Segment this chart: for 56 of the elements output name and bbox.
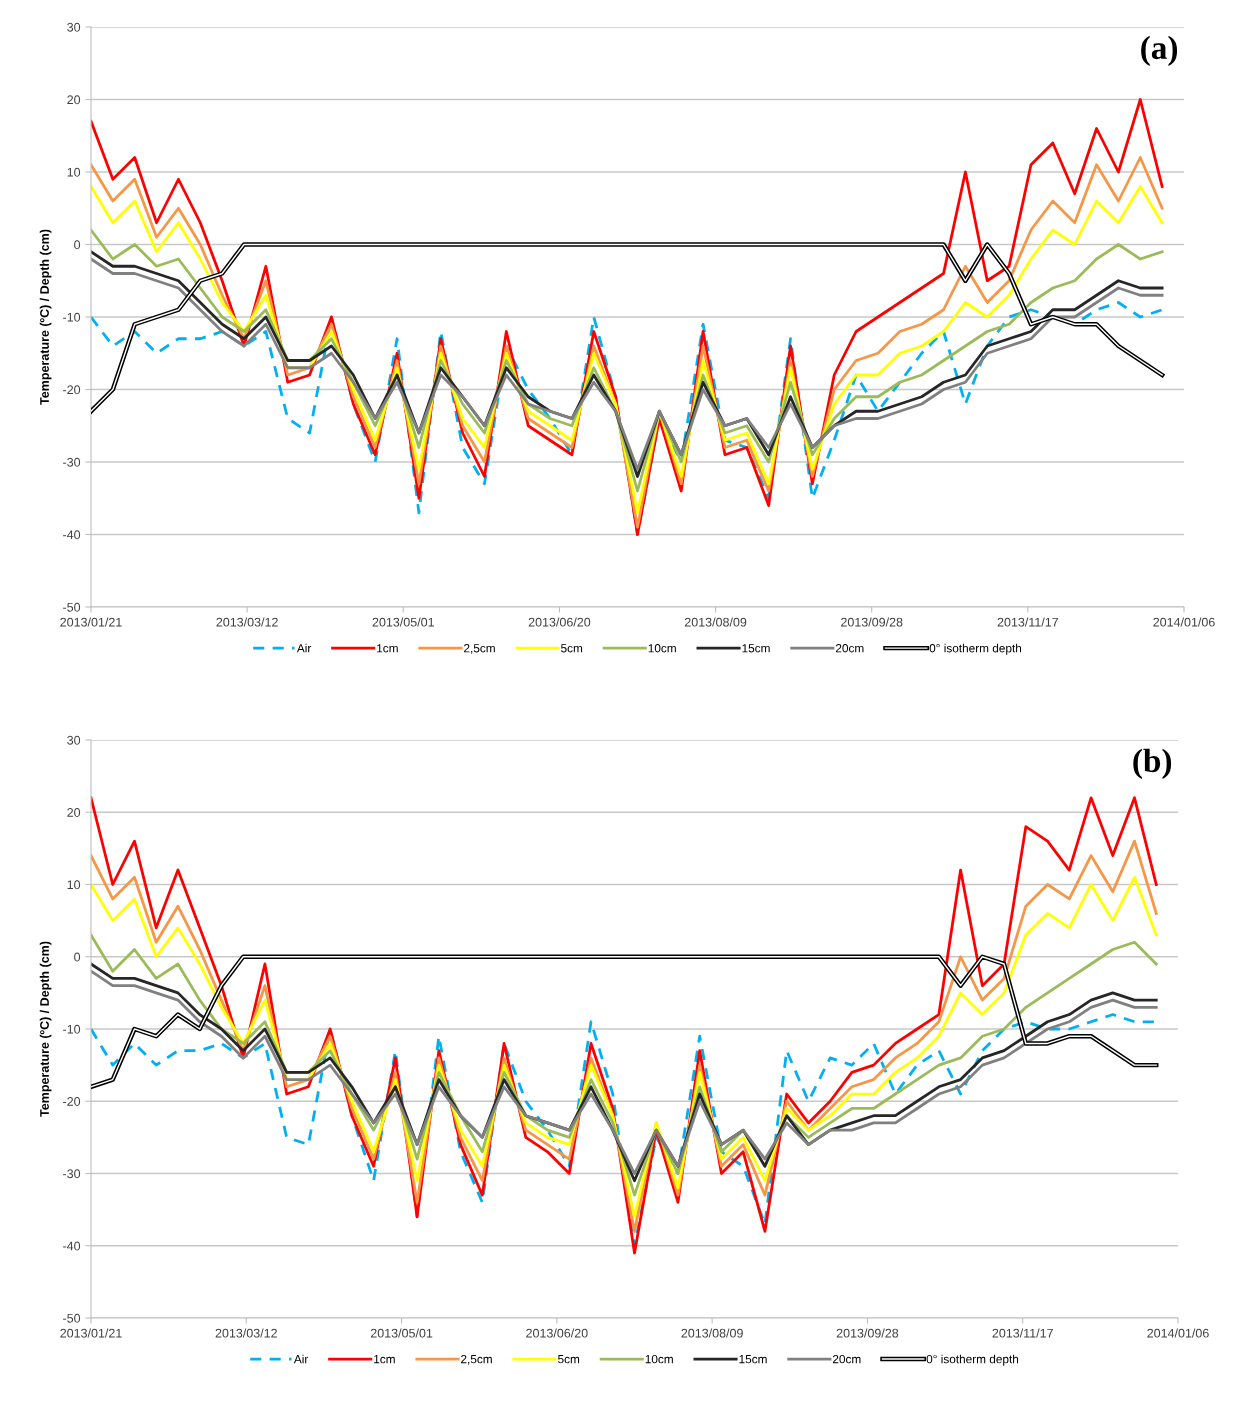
y-tick-label: -10 — [63, 1024, 81, 1034]
line-series — [91, 954, 1159, 1090]
annotation: (b) — [1133, 748, 1172, 779]
y-tick-label: -50 — [63, 602, 81, 612]
y-tick-label: 10 — [67, 167, 81, 177]
legend-label: 10cm — [645, 1354, 673, 1364]
y-tick-label: -20 — [63, 1097, 81, 1106]
legend-label: 5cm — [561, 644, 583, 653]
legend-label: 2,5cm — [464, 644, 495, 654]
y-tick-label: 20 — [67, 808, 81, 817]
y-axis-title: Temperature (ºC) / Depth (cm) — [39, 229, 52, 405]
legend-label: Air — [293, 1354, 309, 1364]
line-series — [91, 242, 1165, 414]
x-tick-label: 2013/05/01 — [372, 617, 434, 627]
y-axis-title: Temperature (ºC) / Depth (cm) — [39, 941, 52, 1117]
legend-label: 15cm — [739, 1355, 767, 1364]
legend-label: 0° isotherm depth — [926, 1354, 1019, 1366]
x-tick-label: 2013/06/20 — [526, 1328, 588, 1338]
x-tick-label: 2013/01/21 — [60, 617, 122, 627]
annotation: (a) — [1141, 35, 1178, 66]
x-tick-label: 2013/09/28 — [836, 1328, 899, 1338]
x-tick-label: 2013/01/21 — [60, 1328, 122, 1338]
x-tick-label: 2014/01/06 — [1153, 617, 1215, 627]
legend-label: 15cm — [742, 644, 770, 653]
legend-label: 5cm — [558, 1355, 580, 1364]
y-tick-label: -20 — [63, 385, 81, 395]
y-tick-label: -40 — [63, 530, 81, 540]
x-tick-label: 2013/06/20 — [528, 617, 591, 627]
y-tick-label: 10 — [67, 880, 81, 890]
y-tick-label: 20 — [67, 95, 81, 105]
legend-label: 10cm — [648, 644, 676, 653]
x-tick-label: 2013/09/28 — [841, 617, 903, 627]
x-tick-label: 2013/03/12 — [216, 617, 278, 627]
y-tick-label: -10 — [63, 312, 81, 322]
y-tick-label: -30 — [63, 457, 81, 467]
x-tick-label: 2013/08/09 — [681, 1328, 743, 1338]
y-tick-label: 0 — [74, 952, 81, 962]
x-tick-label: 2013/11/17 — [992, 1328, 1053, 1338]
y-tick-label: -30 — [63, 1169, 81, 1179]
y-tick-label: 30 — [67, 22, 81, 32]
x-tick-label: 2013/08/09 — [684, 617, 747, 627]
x-tick-label: 2013/05/01 — [370, 1328, 433, 1338]
y-tick-label: 30 — [67, 735, 81, 745]
legend-label: 2,5cm — [461, 1354, 492, 1365]
x-tick-label: 2014/01/06 — [1147, 1328, 1209, 1338]
x-tick-label: 2013/03/12 — [215, 1328, 277, 1338]
legend-label: 0° isotherm depth — [929, 643, 1022, 655]
y-tick-label: -50 — [63, 1313, 81, 1323]
y-tick-label: -40 — [63, 1241, 81, 1251]
x-tick-label: 2013/11/17 — [997, 617, 1059, 627]
legend-label: 20cm — [835, 644, 864, 653]
legend-label: Air — [296, 643, 312, 653]
legend-label: 1cm — [377, 644, 398, 653]
legend-label: 20cm — [832, 1354, 861, 1364]
y-tick-label: 0 — [74, 240, 81, 250]
legend-label: 1cm — [374, 1355, 395, 1364]
